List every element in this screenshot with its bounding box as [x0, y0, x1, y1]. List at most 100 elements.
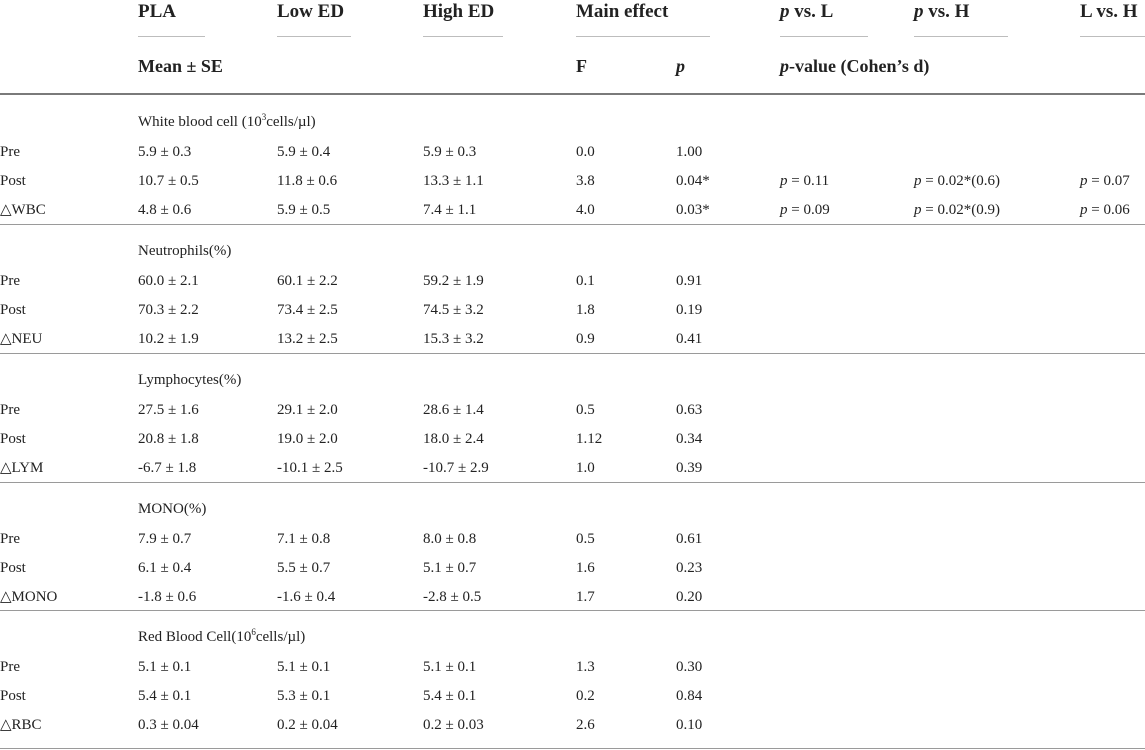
- section-title-end: cells/µl): [255, 629, 306, 645]
- cell-high: 74.5 ± 3.2: [423, 302, 484, 318]
- cell-high: 0.2 ± 0.03: [423, 717, 484, 733]
- cell-f: 1.3: [576, 659, 595, 675]
- cell-pla: 60.0 ± 2.1: [138, 273, 199, 289]
- header-p-vs-l: p vs. L: [780, 2, 833, 21]
- cell-label: △NEU: [0, 331, 43, 347]
- cell-low: 7.1 ± 0.8: [277, 531, 331, 547]
- section-title-text: Red Blood Cell(10: [138, 629, 252, 645]
- cell-f: 0.0: [576, 144, 595, 160]
- cell-low: 29.1 ± 2.0: [277, 402, 338, 418]
- cell-low: 0.2 ± 0.04: [277, 717, 338, 733]
- cell-p: 0.10: [676, 717, 703, 733]
- cell-p: 0.34: [676, 431, 703, 447]
- section-title: MONO(%): [138, 502, 206, 517]
- header-underline-pvsh: [914, 36, 1008, 37]
- cell-low: -1.6 ± 0.4: [277, 589, 336, 605]
- cell-low: 13.2 ± 2.5: [277, 331, 338, 347]
- header-l-vs-h: L vs. H: [1080, 1, 1138, 22]
- cell-high: 5.9 ± 0.3: [423, 144, 477, 160]
- cell-pl: p = 0.11: [780, 173, 830, 189]
- header-underline-pla: [138, 36, 205, 37]
- cell-label: Pre: [0, 531, 20, 547]
- header-high-ed: High ED: [423, 1, 495, 22]
- section-title-text: Neutrophils(%): [138, 243, 232, 259]
- subheader-mean-se: Mean ± SE: [138, 56, 223, 76]
- cell-label: △LYM: [0, 460, 44, 476]
- section-title-text: MONO(%): [138, 501, 207, 517]
- section-title: Lymphocytes(%): [138, 373, 241, 388]
- cell-label: △WBC: [0, 202, 46, 218]
- subheader-pvalue-cohens-d: p-value (Cohen’s d): [780, 57, 929, 75]
- cell-pla: 5.4 ± 0.1: [138, 688, 192, 704]
- section-title-sup: 3: [261, 112, 267, 122]
- cell-f: 1.7: [576, 589, 595, 605]
- cell-p: 0.63: [676, 402, 703, 418]
- cell-label: Post: [0, 688, 26, 704]
- header-pla: PLA: [138, 1, 176, 22]
- cell-label: Pre: [0, 144, 20, 160]
- cell-pla: 0.3 ± 0.04: [138, 717, 199, 733]
- section-title-end: cells/µl): [266, 114, 316, 130]
- cell-high: 13.3 ± 1.1: [423, 173, 484, 189]
- cell-pla: 10.2 ± 1.9: [138, 331, 199, 347]
- cell-p: 1.00: [676, 144, 703, 160]
- section-title-text: Lymphocytes(%): [138, 372, 242, 388]
- cell-pla: 5.9 ± 0.3: [138, 144, 192, 160]
- cell-low: 60.1 ± 2.2: [277, 273, 338, 289]
- header-p-vs-l-p: p: [780, 1, 790, 22]
- cell-high: 5.4 ± 0.1: [423, 688, 477, 704]
- cell-pla: 20.8 ± 1.8: [138, 431, 199, 447]
- cell-low: 5.9 ± 0.5: [277, 202, 331, 218]
- cell-high: 15.3 ± 3.2: [423, 331, 484, 347]
- cell-p: 0.03*: [676, 202, 710, 218]
- section-title: Neutrophils(%): [138, 244, 231, 259]
- section-divider: [0, 482, 1145, 483]
- cell-label: Pre: [0, 402, 20, 418]
- cell-pla: 70.3 ± 2.2: [138, 302, 199, 318]
- cell-lh: p = 0.07: [1080, 173, 1130, 189]
- cell-pla: 27.5 ± 1.6: [138, 402, 199, 418]
- header-underline-pvsl: [780, 36, 868, 37]
- header-bottom-rule: [0, 93, 1145, 95]
- cell-lh: p = 0.06: [1080, 202, 1130, 218]
- subheader-p-italic: p: [676, 56, 685, 76]
- cell-pla: 7.9 ± 0.7: [138, 531, 192, 547]
- header-low-ed: Low ED: [277, 1, 345, 22]
- cell-pla: 4.8 ± 0.6: [138, 202, 192, 218]
- cell-label: Post: [0, 560, 26, 576]
- header-main-effect: Main effect: [576, 1, 669, 22]
- cell-low: 5.3 ± 0.1: [277, 688, 331, 704]
- subheader-p: p: [676, 57, 685, 75]
- cell-high: 8.0 ± 0.8: [423, 531, 477, 547]
- cell-high: 5.1 ± 0.7: [423, 560, 477, 576]
- cell-low: 73.4 ± 2.5: [277, 302, 338, 318]
- cell-p: 0.20: [676, 589, 703, 605]
- cell-p: 0.39: [676, 460, 703, 476]
- cell-high: 28.6 ± 1.4: [423, 402, 484, 418]
- cell-pla: -1.8 ± 0.6: [138, 589, 197, 605]
- cell-high: 18.0 ± 2.4: [423, 431, 484, 447]
- cell-high: 7.4 ± 1.1: [423, 202, 477, 218]
- cell-p: 0.61: [676, 531, 703, 547]
- subheader-pvalue-text: -value (Cohen’s d): [789, 56, 930, 76]
- cell-p: 0.19: [676, 302, 703, 318]
- cell-label: Post: [0, 173, 26, 189]
- cell-p: 0.84: [676, 688, 703, 704]
- header-p-vs-h-text: vs. H: [923, 1, 970, 22]
- cell-label: △RBC: [0, 717, 42, 733]
- cell-pl: p = 0.09: [780, 202, 830, 218]
- section-title-sup: 6: [251, 627, 256, 637]
- header-underline-main: [576, 36, 710, 37]
- cell-high: -2.8 ± 0.5: [423, 589, 482, 605]
- header-p-vs-l-text: vs. L: [789, 1, 834, 22]
- cell-f: 3.8: [576, 173, 595, 189]
- section-divider: [0, 224, 1145, 225]
- cell-low: 11.8 ± 0.6: [277, 173, 338, 189]
- section-title: White blood cell (103cells/µl): [138, 112, 316, 130]
- cell-label: Pre: [0, 659, 20, 675]
- section-divider: [0, 610, 1145, 611]
- section-title-text: White blood cell (10: [138, 114, 262, 130]
- cell-f: 0.5: [576, 531, 595, 547]
- section-divider: [0, 748, 1145, 749]
- subheader-f: F: [576, 56, 587, 76]
